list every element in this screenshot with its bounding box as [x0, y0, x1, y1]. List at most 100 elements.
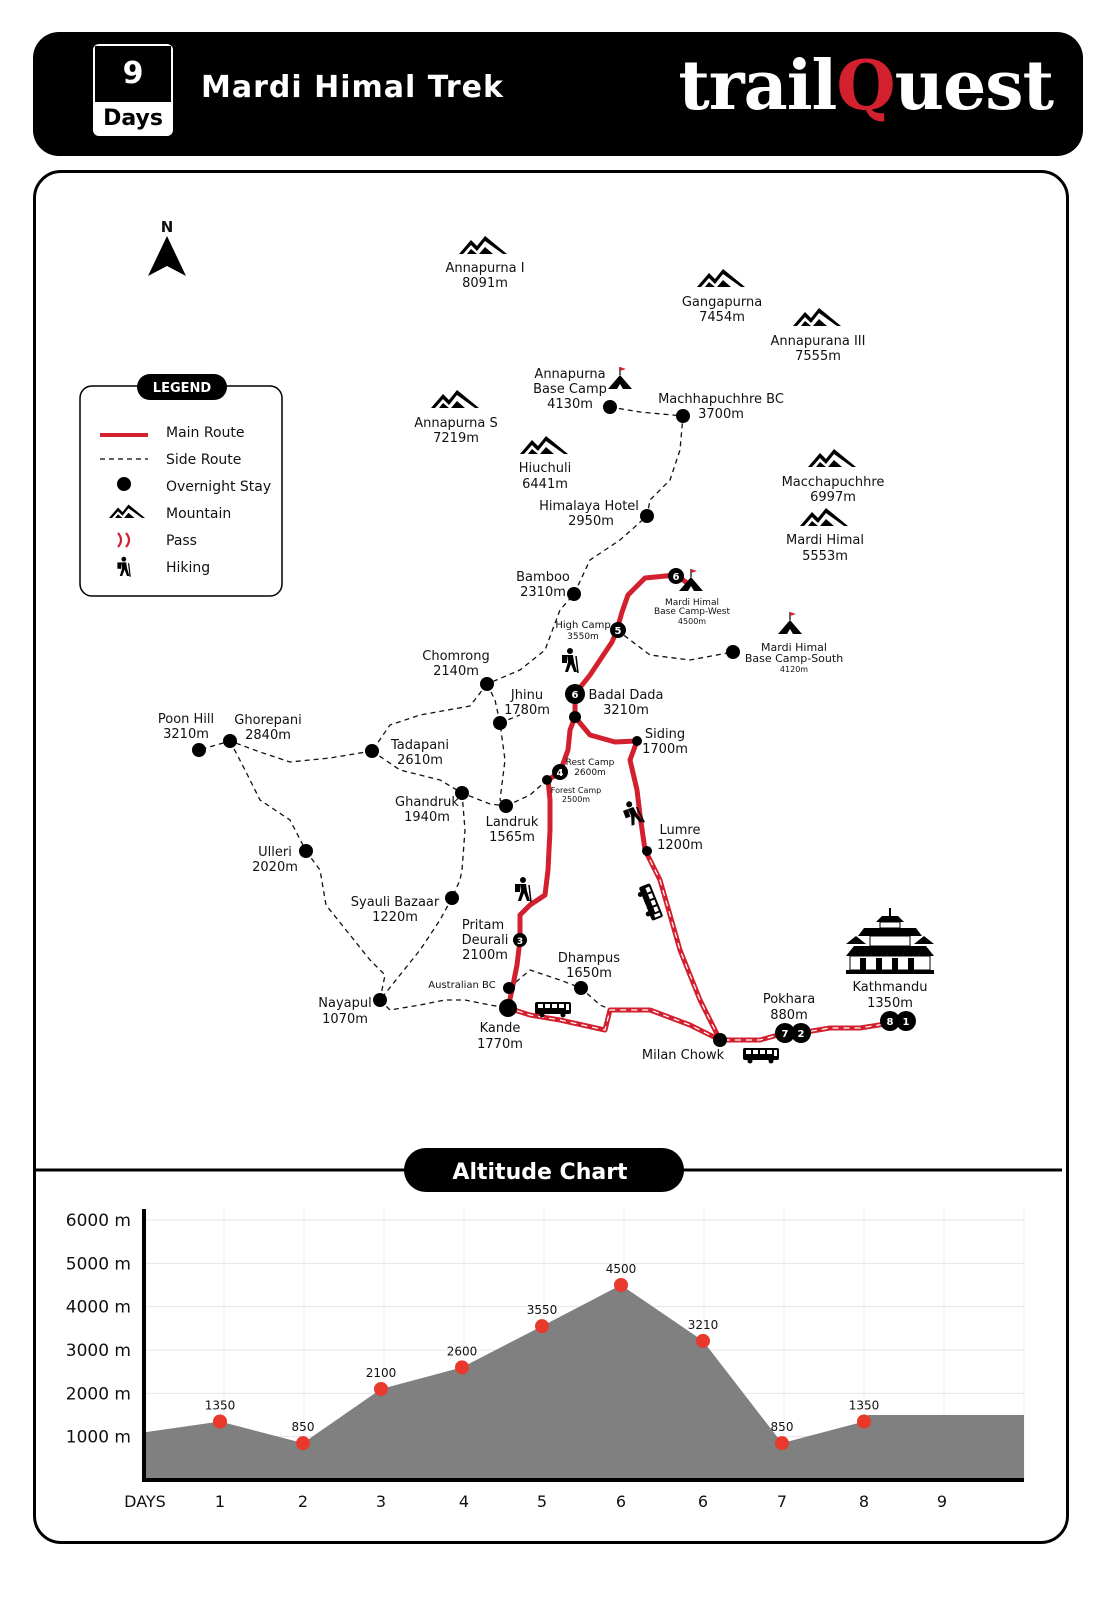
stop-machhapuchhre-bc [676, 409, 690, 423]
data-label: 850 [771, 1420, 794, 1434]
bus-icon [535, 1002, 571, 1018]
data-point [455, 1360, 469, 1375]
mountain-alt: 7454m [699, 310, 745, 325]
kathmandu-temple-icon [846, 908, 934, 974]
place-alt: 2100m [462, 948, 508, 963]
mountain-alt: 8091m [462, 276, 508, 291]
x-tick-label: 1 [215, 1492, 225, 1511]
place-alt: 2840m [245, 728, 291, 743]
place-alt: 1565m [489, 830, 535, 845]
place-name: Pritam [462, 918, 504, 933]
day-marker: 5 [615, 626, 622, 637]
place-name: Deurali [462, 933, 509, 948]
place-name: Machhapuchhre BC [658, 392, 784, 407]
place-alt: 3210m [603, 703, 649, 718]
place-name: Dhampus [558, 951, 620, 966]
brand-q: Q [836, 46, 895, 126]
hiker-icon [561, 647, 579, 674]
place-name: Annapurna [534, 367, 605, 382]
place-alt: 2500m [562, 795, 590, 804]
bus-icon [743, 1048, 779, 1064]
legend-item-mountain: Mountain [166, 506, 231, 522]
data-label: 4500 [606, 1262, 637, 1276]
side-routes [198, 406, 734, 1011]
trek-title: Mardi Himal Trek [201, 70, 504, 105]
data-label: 2600 [447, 1344, 478, 1358]
mountain-alt: 7555m [795, 349, 841, 364]
stop-annapurna-base-camp [603, 400, 617, 414]
stop-forest-camp [542, 775, 552, 785]
legend-pass-icon [117, 532, 131, 548]
place-alt: 2310m [520, 585, 566, 600]
stop-ulleri [299, 844, 313, 858]
mountain-name: Macchapuchhre [782, 475, 885, 490]
day-marker: 1 [903, 1017, 910, 1028]
mountain-alt: 6441m [522, 477, 568, 492]
mountain-annapurna-s-icon [431, 390, 479, 408]
header-bar: 9 Days Mardi Himal Trek trailQuest [33, 32, 1083, 156]
day-marker: 6 [572, 690, 579, 701]
brand-suffix: uest [894, 46, 1054, 126]
mountain-name: Annapurna S [414, 416, 498, 431]
stop-kande [499, 999, 517, 1017]
stop-badal-junction [569, 711, 581, 723]
legend-item-side-route: Side Route [166, 452, 241, 468]
legend-item-pass: Pass [166, 533, 197, 549]
data-label: 850 [292, 1420, 315, 1434]
mountain-name: Annapurana III [771, 334, 866, 349]
annapurna-base-camp-tent-icon [607, 366, 633, 390]
day-marker: 7 [782, 1029, 789, 1040]
mountain-name: Mardi Himal [786, 533, 864, 548]
place-name: Bamboo [516, 570, 570, 585]
data-point [535, 1319, 549, 1334]
x-tick-label: 6 [616, 1492, 626, 1511]
mountain-name: Annapurna I [445, 261, 524, 276]
brand-logo: trailQuest [678, 46, 1054, 126]
y-tick-label: 4000 m [66, 1298, 131, 1318]
stop-ghorepani [223, 734, 237, 748]
stop-lumre [642, 846, 652, 856]
place-alt: 1770m [477, 1037, 523, 1052]
data-label: 3210 [688, 1318, 719, 1332]
x-tick-label: 9 [937, 1492, 947, 1511]
place-alt: 3550m [567, 632, 599, 642]
place-name: Kathmandu [853, 980, 928, 995]
data-label: 1350 [849, 1399, 880, 1413]
chart-y-ticks: 1000 m 2000 m 3000 m 4000 m 5000 m 6000 m [66, 1211, 131, 1448]
place-alt: 2600m [574, 768, 606, 778]
north-arrow-icon [148, 236, 186, 276]
mardi-south-tent-icon [777, 611, 803, 635]
mountain-annapurana-iii-icon [793, 308, 841, 326]
place-name: Mardi Himal [761, 641, 827, 654]
place-alt: 2020m [252, 860, 298, 875]
data-label: 3550 [527, 1303, 558, 1317]
place-alt: 2140m [433, 664, 479, 679]
stop-chomrong [480, 677, 494, 691]
mountain-annapurna-i-icon [459, 236, 507, 254]
data-point [374, 1382, 388, 1396]
x-tick-label: 6 [698, 1492, 708, 1511]
altitude-chart-title-pill [404, 1148, 684, 1192]
place-alt: 1220m [372, 910, 418, 925]
place-name: High Camp [555, 620, 610, 631]
place-name: Pokhara [763, 992, 815, 1007]
place-name: Base Camp-South [745, 652, 843, 665]
legend-item-main-route: Main Route [166, 425, 245, 441]
legend-overnight-icon [117, 477, 131, 491]
mountain-gangapurna-icon [697, 269, 745, 287]
place-alt: 3210m [163, 727, 209, 742]
chart-x-label: DAYS [124, 1492, 166, 1511]
place-name: Base Camp [533, 382, 607, 397]
day-marker: 6 [673, 572, 680, 583]
x-tick-label: 7 [777, 1492, 787, 1511]
map-frame [33, 170, 1069, 1544]
place-name: Badal Dada [588, 688, 663, 703]
place-name: Rest Camp [566, 758, 615, 768]
days-number: 9 [95, 46, 171, 102]
data-point [296, 1436, 310, 1451]
day-markers: 6 5 6 4 3 7 2 8 1 [513, 568, 916, 1043]
altitude-chart-title: Altitude Chart [452, 1160, 628, 1185]
y-tick-label: 1000 m [66, 1428, 131, 1448]
x-tick-label: 4 [459, 1492, 469, 1511]
